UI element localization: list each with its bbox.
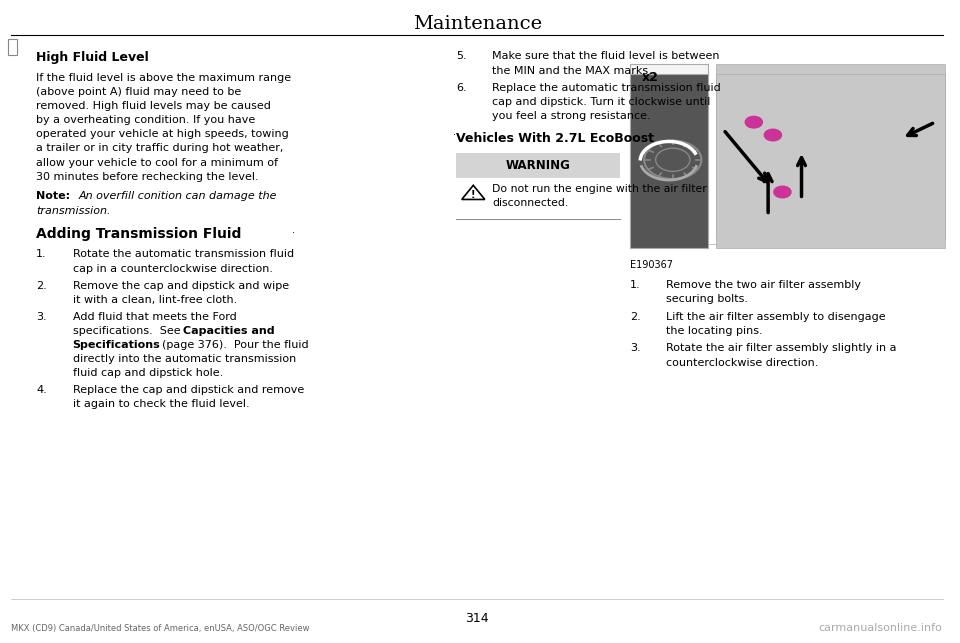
Text: High Fluid Level: High Fluid Level bbox=[36, 51, 149, 64]
Text: Note:: Note: bbox=[36, 192, 74, 201]
Text: disconnected.: disconnected. bbox=[492, 198, 568, 208]
Text: Rotate the automatic transmission fluid: Rotate the automatic transmission fluid bbox=[73, 249, 294, 260]
Text: Remove the cap and dipstick and wipe: Remove the cap and dipstick and wipe bbox=[73, 280, 289, 291]
Text: cap in a counterclockwise direction.: cap in a counterclockwise direction. bbox=[73, 264, 273, 274]
Text: ·: · bbox=[292, 228, 295, 238]
FancyBboxPatch shape bbox=[456, 177, 620, 216]
FancyBboxPatch shape bbox=[630, 74, 708, 248]
Text: WARNING: WARNING bbox=[506, 159, 570, 172]
Text: fluid cap and dipstick hole.: fluid cap and dipstick hole. bbox=[73, 368, 223, 378]
Text: cap and dipstick. Turn it clockwise until: cap and dipstick. Turn it clockwise unti… bbox=[492, 96, 710, 107]
Text: a trailer or in city traffic during hot weather,: a trailer or in city traffic during hot … bbox=[36, 143, 283, 154]
Text: 30 minutes before rechecking the level.: 30 minutes before rechecking the level. bbox=[36, 172, 259, 182]
Text: If the fluid level is above the maximum range: If the fluid level is above the maximum … bbox=[36, 73, 292, 83]
Text: An overfill conition can damage the: An overfill conition can damage the bbox=[79, 192, 276, 201]
Circle shape bbox=[774, 186, 791, 198]
Text: Rotate the air filter assembly slightly in a: Rotate the air filter assembly slightly … bbox=[666, 343, 897, 354]
Text: Do not run the engine with the air filter: Do not run the engine with the air filte… bbox=[492, 184, 708, 194]
Text: you feel a strong resistance.: you feel a strong resistance. bbox=[492, 111, 651, 121]
Text: 4.: 4. bbox=[36, 385, 47, 395]
Text: operated your vehicle at high speeds, towing: operated your vehicle at high speeds, to… bbox=[36, 129, 289, 140]
Text: directly into the automatic transmission: directly into the automatic transmission bbox=[73, 354, 296, 364]
Text: x2: x2 bbox=[642, 71, 660, 84]
Text: !: ! bbox=[471, 190, 475, 200]
Text: counterclockwise direction.: counterclockwise direction. bbox=[666, 358, 818, 368]
Text: Adding Transmission Fluid: Adding Transmission Fluid bbox=[36, 227, 242, 241]
Text: allow your vehicle to cool for a minimum of: allow your vehicle to cool for a minimum… bbox=[36, 158, 278, 168]
Text: Specifications: Specifications bbox=[73, 340, 160, 350]
Text: securing bolts.: securing bolts. bbox=[666, 294, 748, 304]
Polygon shape bbox=[462, 185, 485, 199]
Text: Vehicles With 2.7L EcoBoost: Vehicles With 2.7L EcoBoost bbox=[456, 132, 654, 145]
Text: 3.: 3. bbox=[630, 343, 640, 354]
Text: Remove the two air filter assembly: Remove the two air filter assembly bbox=[666, 280, 861, 290]
Text: it again to check the fluid level.: it again to check the fluid level. bbox=[73, 399, 250, 410]
FancyBboxPatch shape bbox=[715, 64, 945, 238]
Text: transmission.: transmission. bbox=[36, 206, 110, 215]
Text: 1.: 1. bbox=[630, 280, 640, 290]
Text: Make sure that the fluid level is between: Make sure that the fluid level is betwee… bbox=[492, 51, 720, 62]
FancyBboxPatch shape bbox=[630, 64, 708, 238]
Text: 314: 314 bbox=[466, 612, 489, 625]
Text: Lift the air filter assembly to disengage: Lift the air filter assembly to disengag… bbox=[666, 312, 886, 322]
Text: (page 376).  Pour the fluid: (page 376). Pour the fluid bbox=[162, 340, 309, 350]
FancyBboxPatch shape bbox=[456, 153, 620, 177]
Text: the MIN and the MAX marks.: the MIN and the MAX marks. bbox=[492, 66, 652, 76]
FancyBboxPatch shape bbox=[715, 74, 945, 248]
Text: by a overheating condition. If you have: by a overheating condition. If you have bbox=[36, 115, 255, 125]
Circle shape bbox=[745, 116, 762, 128]
Text: Replace the automatic transmission fluid: Replace the automatic transmission fluid bbox=[492, 82, 721, 93]
Text: 2.: 2. bbox=[630, 312, 640, 322]
Text: 1.: 1. bbox=[36, 249, 47, 260]
Text: carmanualsonline.info: carmanualsonline.info bbox=[819, 622, 943, 633]
Text: it with a clean, lint-free cloth.: it with a clean, lint-free cloth. bbox=[73, 294, 237, 305]
Text: 2.: 2. bbox=[36, 280, 47, 291]
Text: (above point A) fluid may need to be: (above point A) fluid may need to be bbox=[36, 87, 242, 97]
Text: the locating pins.: the locating pins. bbox=[666, 325, 762, 336]
Text: specifications.  See: specifications. See bbox=[73, 326, 183, 336]
Text: Capacities and: Capacities and bbox=[183, 326, 275, 336]
Text: E190367: E190367 bbox=[630, 260, 673, 271]
Text: 6.: 6. bbox=[456, 82, 467, 93]
Text: Add fluid that meets the Ford: Add fluid that meets the Ford bbox=[73, 312, 236, 322]
Text: Maintenance: Maintenance bbox=[413, 15, 541, 33]
Text: removed. High fluid levels may be caused: removed. High fluid levels may be caused bbox=[36, 101, 271, 111]
Text: ·: · bbox=[453, 130, 456, 140]
Text: 3.: 3. bbox=[36, 312, 47, 322]
Circle shape bbox=[764, 129, 781, 141]
Text: MKX (CD9) Canada/United States of America, enUSA, ASO/OGC Review: MKX (CD9) Canada/United States of Americ… bbox=[12, 624, 310, 633]
Text: 5.: 5. bbox=[456, 51, 467, 62]
Text: Replace the cap and dipstick and remove: Replace the cap and dipstick and remove bbox=[73, 385, 303, 395]
